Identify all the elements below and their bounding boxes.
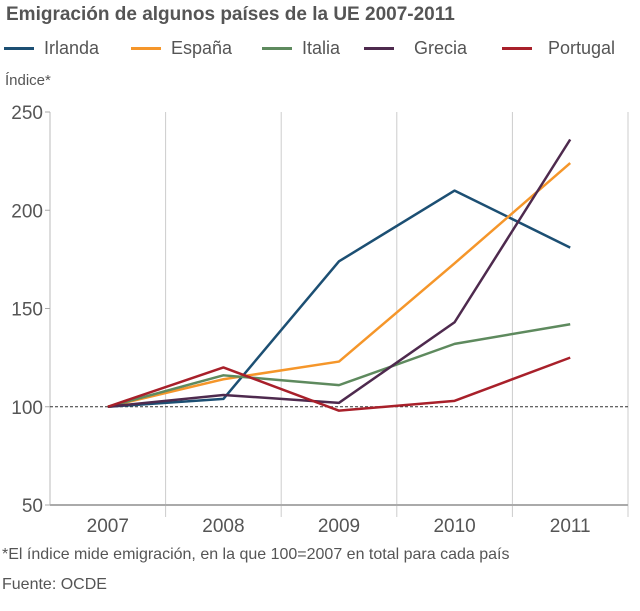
legend-label: España: [171, 38, 233, 58]
legend-swatch: [364, 47, 394, 50]
legend-swatch: [502, 47, 532, 50]
legend-label: Portugal: [548, 38, 616, 58]
y-tick-label: 50: [22, 496, 43, 517]
x-tick-label: 2009: [318, 516, 360, 537]
legend-item-espana: España: [131, 38, 232, 59]
legend-item-irlanda: Irlanda: [4, 38, 99, 59]
chart-title: Emigración de algunos países de la UE 20…: [6, 4, 455, 25]
y-tick-label: 100: [11, 398, 43, 419]
x-tick-label: 2008: [202, 516, 244, 537]
series-line-grecia: [107, 138, 572, 408]
y-tick-label: 150: [11, 300, 43, 321]
y-tick-label: 250: [11, 103, 43, 124]
legend-swatch: [131, 47, 161, 50]
legend-item-portugal: Portugal: [502, 38, 615, 59]
x-tick-label: 2011: [550, 516, 591, 537]
y-tick-label: 200: [11, 201, 43, 222]
legend-label: Irlanda: [44, 38, 100, 58]
legend-item-grecia: Grecia: [364, 38, 467, 59]
legend: Irlanda España Italia Grecia Portugal: [0, 38, 640, 62]
legend-item-italia: Italia: [262, 38, 340, 59]
legend-swatch: [262, 47, 292, 50]
footnote: *El índice mide emigración, en la que 10…: [2, 546, 510, 563]
legend-swatch: [4, 47, 34, 50]
x-tick-label: 2007: [87, 516, 129, 537]
series-line-españa: [107, 162, 572, 408]
series-line-italia: [107, 322, 571, 408]
source: Fuente: OCDE: [2, 576, 107, 593]
legend-label: Italia: [302, 38, 341, 58]
y-axis-label: Índice*: [5, 72, 51, 89]
legend-label: Grecia: [414, 38, 468, 58]
x-tick-label: 2010: [433, 516, 475, 537]
